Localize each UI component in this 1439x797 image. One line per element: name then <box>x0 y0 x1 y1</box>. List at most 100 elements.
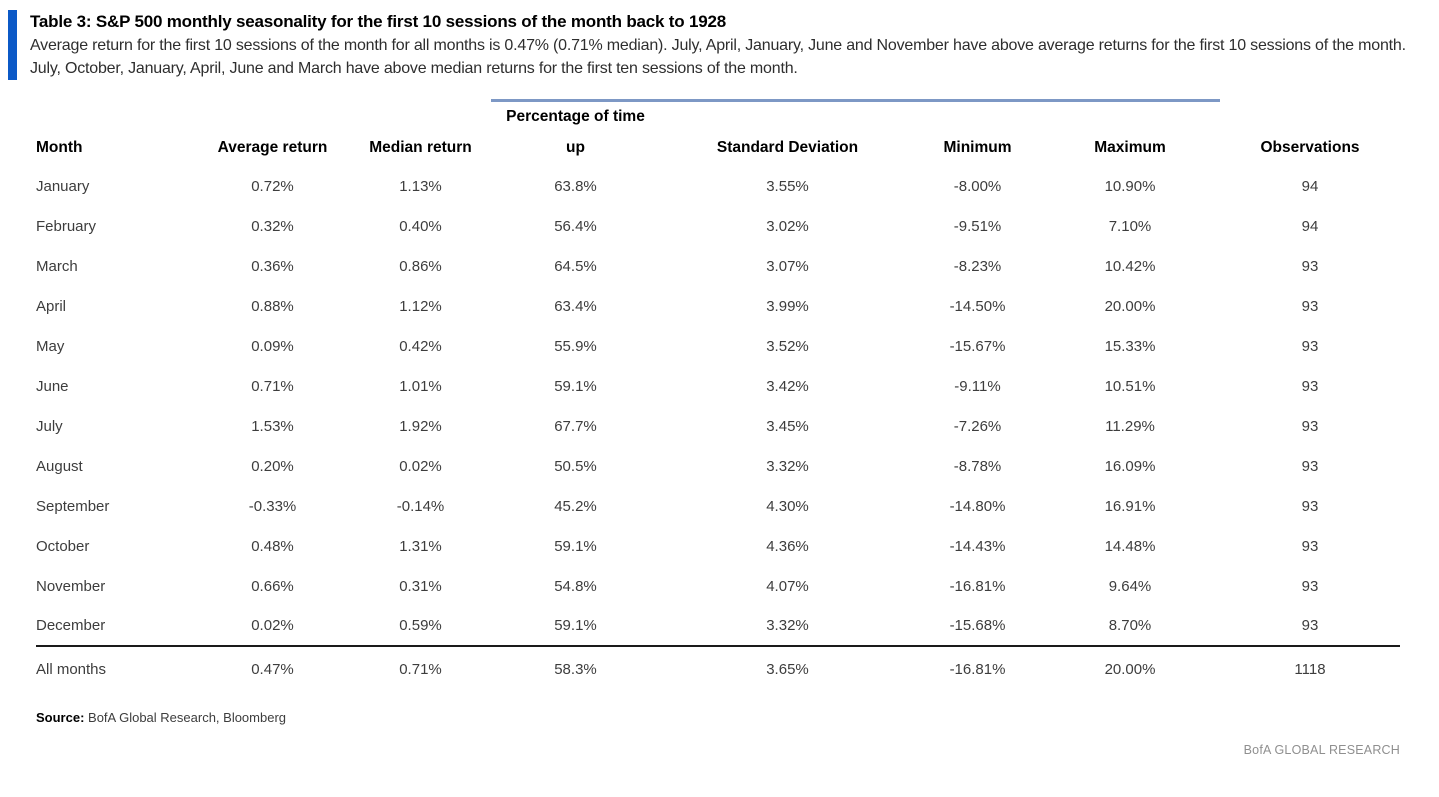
cell-standard-deviation: 3.99% <box>766 297 809 315</box>
table-row: December 0.02% 0.59% 59.1% 3.32% -15.68% 8.70%… <box>36 606 1400 646</box>
cell-minimum: -8.23% <box>953 257 1002 275</box>
cell-minimum: -14.50% <box>949 297 1006 315</box>
cell-average-return: 0.72% <box>251 177 294 195</box>
cell-observations: 93 <box>1301 337 1319 355</box>
col-header-average-return: Average return <box>217 139 328 156</box>
cell-month: May <box>36 337 65 355</box>
cell-standard-deviation: 3.07% <box>766 257 809 275</box>
cell-percentage-up: 58.3% <box>491 645 660 692</box>
cell-average-return: -0.33% <box>248 497 297 515</box>
cell-percentage-up: 54.8% <box>554 577 597 595</box>
table-header-block: Table 3: S&P 500 monthly seasonality for… <box>8 10 1419 80</box>
table-row: November 0.66% 0.31% 54.8% 4.07% -16.81% 9.64%… <box>36 566 1400 606</box>
cell-observations: 93 <box>1301 537 1319 555</box>
cell-percentage-up: 59.1% <box>554 377 597 395</box>
table-row: February 0.32% 0.40% 56.4% 3.02% -9.51% 7.10% 9… <box>36 206 1400 246</box>
cell-median-return: 0.40% <box>399 217 442 235</box>
cell-observations: 93 <box>1301 377 1319 395</box>
cell-observations: 1118 <box>1220 645 1400 692</box>
col-header-median-return: Median return <box>369 139 472 156</box>
cell-observations: 93 <box>1301 497 1319 515</box>
cell-minimum: -7.26% <box>953 417 1002 435</box>
spacer-cell <box>1040 100 1220 130</box>
col-header-month: Month <box>36 139 83 156</box>
spacer-cell <box>350 100 491 130</box>
blue-group-rule <box>491 96 1220 102</box>
cell-minimum: -15.68% <box>949 617 1006 634</box>
spacer-cell <box>915 100 1040 130</box>
col-header-up: up <box>566 139 585 156</box>
cell-month: June <box>36 377 69 395</box>
cell-average-return: 1.53% <box>251 417 294 435</box>
cell-average-return: 0.48% <box>251 537 294 555</box>
cell-median-return: 0.42% <box>399 337 442 355</box>
cell-month: December <box>36 617 106 634</box>
cell-standard-deviation: 3.32% <box>766 617 809 634</box>
cell-minimum: -16.81% <box>949 577 1006 595</box>
cell-maximum: 16.91% <box>1104 497 1156 515</box>
group-header-percentage-of-time: Percentage of time <box>506 108 645 125</box>
cell-observations: 93 <box>1301 417 1319 435</box>
cell-minimum: -14.43% <box>949 537 1006 555</box>
cell-standard-deviation: 3.52% <box>766 337 809 355</box>
cell-percentage-up: 67.7% <box>554 417 597 435</box>
col-header-standard-deviation: Standard Deviation <box>716 139 859 156</box>
col-header-observations: Observations <box>1260 139 1360 156</box>
cell-minimum: -8.00% <box>953 177 1002 195</box>
cell-month: All months <box>36 645 195 692</box>
cell-average-return: 0.71% <box>251 377 294 395</box>
seasonality-table: Percentage of time Month Average return … <box>36 96 1400 692</box>
cell-maximum: 15.33% <box>1104 337 1156 355</box>
table-row: March 0.36% 0.86% 64.5% 3.07% -8.23% 10.42% 93 <box>36 246 1400 286</box>
cell-maximum: 11.29% <box>1105 417 1155 435</box>
blue-accent-bar <box>8 10 17 80</box>
cell-percentage-up: 63.4% <box>554 297 597 315</box>
cell-percentage-up: 63.8% <box>554 177 597 195</box>
table-row: July 1.53% 1.92% 67.7% 3.45% -7.26% 11.29% 93 <box>36 406 1400 446</box>
cell-percentage-up: 50.5% <box>554 457 597 475</box>
cell-month: July <box>36 417 63 435</box>
cell-percentage-up: 56.4% <box>554 217 597 235</box>
col-header-minimum: Minimum <box>943 139 1012 156</box>
table-row: January 0.72% 1.13% 63.8% 3.55% -8.00% 10.90% 9… <box>36 166 1400 206</box>
source-line: Source: BofA Global Research, Bloomberg <box>36 710 1439 725</box>
cell-observations: 94 <box>1301 177 1319 195</box>
footer-brand: BofA GLOBAL RESEARCH <box>1243 743 1400 757</box>
cell-observations: 94 <box>1301 217 1319 235</box>
cell-month: March <box>36 257 78 275</box>
cell-median-return: 0.86% <box>399 257 442 275</box>
cell-average-return: 0.09% <box>251 337 294 355</box>
table-row: June 0.71% 1.01% 59.1% 3.42% -9.11% 10.51% 93 <box>36 366 1400 406</box>
cell-median-return: 0.59% <box>399 617 442 634</box>
cell-standard-deviation: 4.36% <box>766 537 809 555</box>
cell-maximum: 9.64% <box>1108 577 1152 595</box>
cell-percentage-up: 59.1% <box>554 537 597 555</box>
cell-standard-deviation: 3.55% <box>766 177 809 195</box>
cell-maximum: 10.90% <box>1104 177 1156 195</box>
report-page: Table 3: S&P 500 monthly seasonality for… <box>8 10 1439 757</box>
cell-maximum: 8.70% <box>1108 617 1152 634</box>
spacer-cell <box>195 100 350 130</box>
cell-median-return: 1.92% <box>399 417 442 435</box>
cell-standard-deviation: 3.65% <box>660 645 915 692</box>
cell-maximum: 10.51% <box>1104 377 1156 395</box>
spacer-cell <box>36 100 195 130</box>
cell-minimum: -15.67% <box>949 337 1006 355</box>
cell-percentage-up: 64.5% <box>554 257 597 275</box>
cell-percentage-up: 55.9% <box>554 337 597 355</box>
cell-maximum: 14.48% <box>1104 537 1156 555</box>
cell-minimum: -8.78% <box>953 457 1002 475</box>
table-body: January 0.72% 1.13% 63.8% 3.55% -8.00% 10.90% 9… <box>36 166 1400 692</box>
cell-standard-deviation: 3.45% <box>766 417 809 435</box>
column-header-row: Month Average return Median return up St… <box>36 130 1400 166</box>
col-header-maximum: Maximum <box>1094 139 1166 156</box>
cell-median-return: 1.13% <box>399 177 442 195</box>
cell-maximum: 16.09% <box>1104 457 1156 475</box>
table-subtitle: Average return for the first 10 sessions… <box>30 37 1406 77</box>
cell-median-return: 1.31% <box>399 537 442 555</box>
cell-month: February <box>36 217 97 235</box>
header-text: Table 3: S&P 500 monthly seasonality for… <box>30 10 1419 80</box>
table-head: Percentage of time Month Average return … <box>36 96 1400 166</box>
cell-month: April <box>36 297 67 315</box>
cell-median-return: 0.31% <box>399 577 442 595</box>
